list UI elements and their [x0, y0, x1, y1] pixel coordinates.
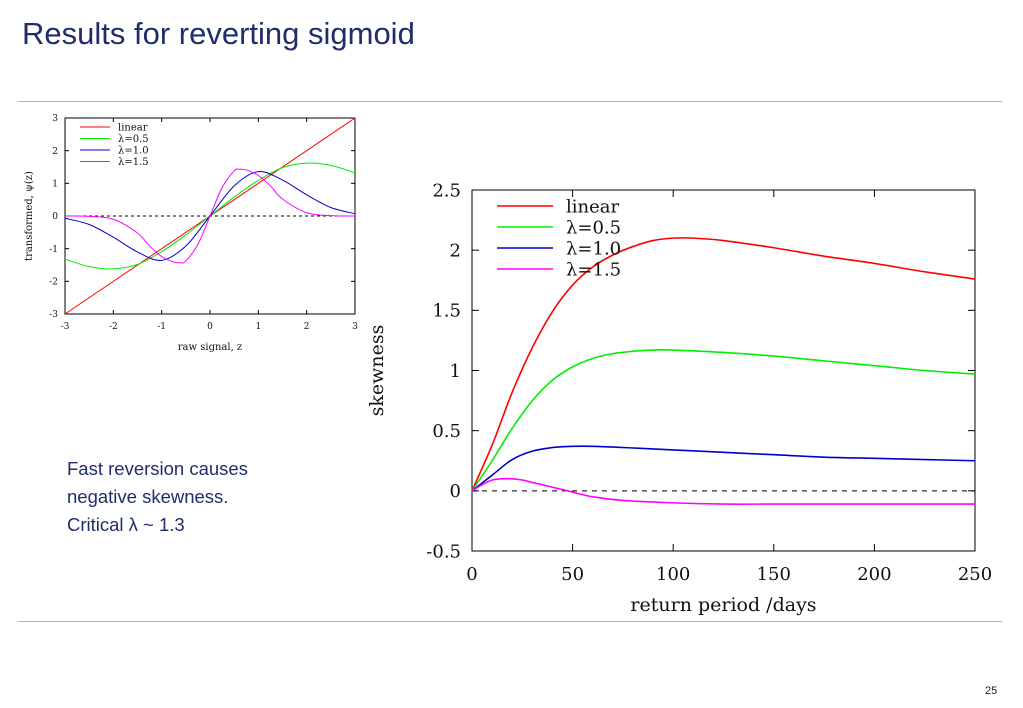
y-tick-label: 1: [52, 179, 58, 189]
page-number: 25: [985, 685, 998, 697]
plot-frame: [471, 189, 976, 552]
y-axis-label: transformed, ψ(z): [24, 171, 35, 261]
x-tick-label: 150: [757, 564, 791, 585]
y-tick-label: 0: [450, 481, 461, 502]
y-tick-label: -0.5: [426, 541, 461, 562]
body-text: Fast reversion causes negative skewness.…: [67, 455, 248, 539]
legend-label: λ=1.5: [566, 259, 621, 280]
y-axis-label: skewness: [366, 325, 388, 417]
y-tick-label: -1: [49, 245, 58, 255]
x-tick-label: 3: [352, 322, 358, 332]
legend-label: linear: [118, 123, 148, 134]
top-divider: [18, 101, 1002, 102]
series-line-lambda-1-5: [64, 168, 356, 264]
x-tick-label: 100: [656, 564, 690, 585]
legend-label: λ=0.5: [566, 217, 621, 238]
x-tick-label: 200: [857, 564, 891, 585]
body-line: Fast reversion causes: [67, 458, 248, 479]
y-tick-label: 1.5: [432, 301, 461, 322]
body-line: Critical λ ~ 1.3: [67, 514, 185, 535]
legend-label: λ=0.5: [118, 134, 149, 145]
x-axis-label: return period /days: [630, 594, 816, 616]
x-tick-label: 0: [466, 564, 477, 585]
y-tick-label: 2: [52, 147, 58, 157]
series-line-lambda-0-5: [471, 349, 976, 492]
x-tick-label: 1: [255, 322, 261, 332]
x-tick-label: 0: [207, 322, 213, 332]
legend-label: λ=1.0: [118, 146, 149, 157]
series-line-lambda-1-5: [471, 477, 975, 505]
series-line-lambda-1-0: [471, 445, 976, 492]
y-tick-label: 0.5: [432, 421, 461, 442]
x-tick-label: -3: [61, 322, 70, 332]
y-tick-label: 2: [450, 240, 461, 261]
x-axis-label: raw signal, z: [178, 342, 242, 353]
y-tick-label: 2.5: [432, 180, 461, 201]
y-tick-label: 0: [52, 212, 58, 222]
y-tick-label: -2: [49, 277, 58, 287]
legend-label: λ=1.5: [118, 157, 149, 168]
slide-title: Results for reverting sigmoid: [22, 16, 415, 51]
series-line-linear: [471, 237, 976, 492]
y-tick-label: 3: [52, 114, 58, 124]
x-tick-label: -1: [157, 322, 166, 332]
y-tick-label: 1: [450, 361, 461, 382]
x-tick-label: 250: [958, 564, 992, 585]
x-tick-label: 2: [304, 322, 310, 332]
x-tick-label: -2: [109, 322, 118, 332]
y-tick-label: -3: [49, 310, 58, 320]
bottom-divider: [18, 621, 1002, 622]
body-line: negative skewness.: [67, 486, 229, 507]
legend-label: linear: [566, 196, 619, 217]
legend-label: λ=1.0: [566, 238, 621, 259]
x-tick-label: 50: [561, 564, 584, 585]
